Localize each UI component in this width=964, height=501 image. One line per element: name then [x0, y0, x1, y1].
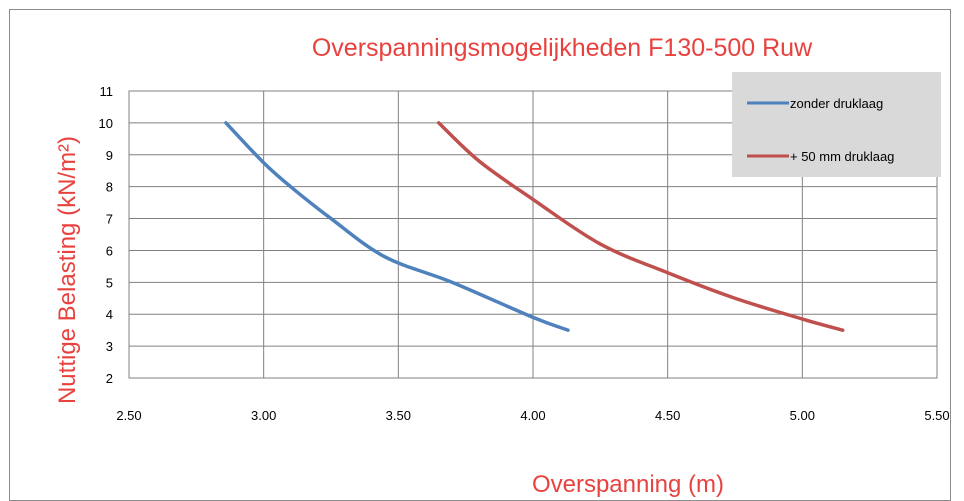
x-tick-label: 3.00 [251, 408, 276, 423]
legend-label-1: zonder druklaag [790, 96, 883, 111]
y-tick-label: 6 [106, 243, 113, 258]
y-tick-label: 5 [106, 275, 113, 290]
legend-label-2: + 50 mm druklaag [790, 149, 894, 164]
y-axis-title: Nuttige Belasting (kN/m²) [54, 136, 81, 404]
tick-labels: 2 3 4 5 6 7 8 9 10 11 2.50 3.00 3.50 4.00 4.50 5.00 5.50 [99, 84, 950, 423]
legend: zonder druklaag + 50 mm druklaag [732, 72, 941, 177]
series-line-1 [224, 121, 570, 332]
x-tick-label: 5.50 [924, 408, 949, 423]
series-lines [224, 121, 845, 332]
y-tick-label: 3 [106, 339, 113, 354]
y-tick-label: 8 [106, 180, 113, 195]
y-tick-label: 4 [106, 307, 113, 322]
x-tick-label: 4.50 [655, 408, 680, 423]
x-tick-label: 3.50 [386, 408, 411, 423]
x-axis-title: Overspanning (m) [532, 471, 724, 498]
x-tick-label: 5.00 [790, 408, 815, 423]
chart-title: Overspanningsmogelijkheden F130-500 Ruw [312, 34, 813, 62]
series-line-2 [436, 121, 845, 332]
y-tick-label: 11 [100, 84, 114, 99]
y-tick-label: 9 [106, 148, 113, 163]
y-tick-label: 10 [99, 116, 113, 131]
legend-background [732, 72, 941, 177]
x-tick-label: 4.00 [520, 408, 545, 423]
y-tick-label: 2 [106, 371, 113, 386]
plot-area-border [128, 90, 938, 379]
y-tick-label: 7 [106, 212, 113, 227]
x-tick-label: 2.50 [116, 408, 141, 423]
